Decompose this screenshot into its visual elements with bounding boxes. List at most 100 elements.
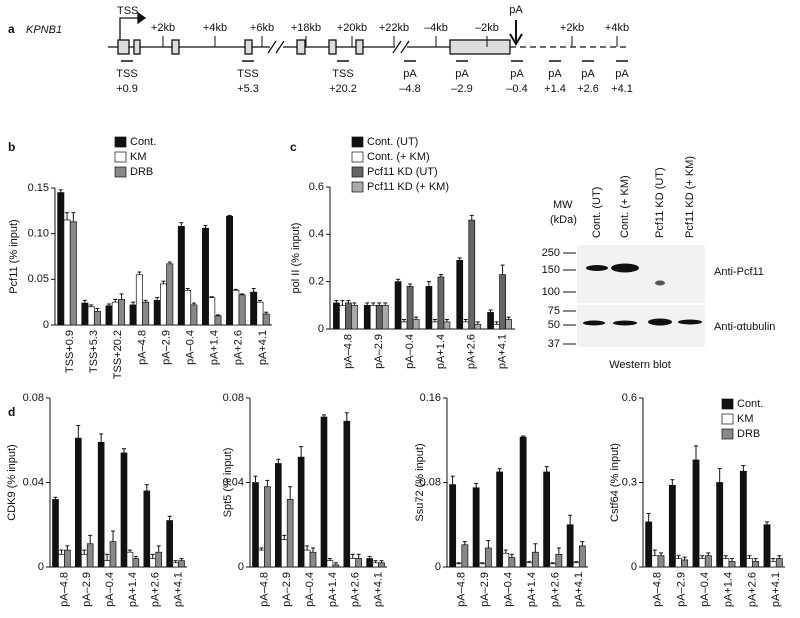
bar [468,219,476,330]
mw-marker: 37 [548,338,560,350]
gene-diagram [108,11,628,55]
pa-label: pA [509,4,523,16]
bar [431,321,439,330]
x-tick-label: pA+4.1 [257,330,269,365]
legend-swatch [351,181,364,193]
antibody-label: Anti-Pcf11 [714,266,764,278]
y-tick-label: 0 [631,561,637,573]
bar [657,555,665,568]
bar [572,562,580,568]
bar [63,219,71,326]
bar [531,551,539,568]
bar [333,302,340,330]
y-tick-label: 0 [43,319,49,331]
bar [86,543,94,568]
x-tick-label: pA+4.1 [372,572,384,607]
bar [184,289,192,326]
x-tick-label: pA–0.4 [185,330,197,365]
bar [126,551,134,568]
bar [97,442,105,568]
bar [487,312,494,330]
legend-label: Cont. (+ KM) [367,151,430,163]
primer-name: pA [615,68,629,80]
bar [775,558,783,568]
x-tick-label: pA+2.6 [466,334,478,369]
bar [400,321,408,330]
bar [704,555,712,568]
primer-name: pA [455,68,469,80]
y-tick-label: 0.04 [223,476,244,488]
bar [326,560,334,568]
bar [109,541,117,568]
bar [309,551,317,568]
bar [64,549,71,568]
bar [505,319,512,330]
legend-swatch [114,151,127,163]
bar [208,297,216,326]
x-tick-label: pA+1.4 [127,572,139,607]
blot-bands [583,263,702,326]
bar [349,558,357,568]
bar [462,321,470,330]
bar [381,304,389,330]
kda-label: (kDa) [550,214,577,226]
bar [752,561,760,568]
scale-label: +4kb [605,22,629,34]
bar [519,436,527,568]
x-tick-label: pA+1.4 [327,572,339,607]
panel-label: c [290,140,297,154]
x-tick-label: pA–2.9 [675,572,687,607]
legend-swatch [114,136,127,148]
bar [262,313,270,326]
bar [363,304,371,330]
bar [443,321,451,330]
legend-label: Cont. (UT) [367,136,418,148]
chart: 0 0.08 0.16 Ssu72 (% input) pA–4.8 pA–2.9 pA–0… [414,392,588,607]
bar [339,304,346,330]
y-tick-label: 0.10 [28,228,49,240]
bar [280,539,288,568]
chart: 0 0.2 0.4 0.6 pol II (% input) c pA–4.8 pA–2.9 p… [290,136,515,369]
x-tick-label: pA–0.4 [699,572,711,607]
scale-label: +2kb [151,22,175,34]
y-tick-label: 0.04 [23,476,44,488]
bar [149,558,157,568]
bar [132,558,140,568]
x-tick-label: pA+1.4 [209,330,221,365]
mw-marker: 100 [542,286,560,298]
bar [135,274,143,326]
scale-label: +22kb [379,22,409,34]
bar [258,549,265,568]
bar [155,551,163,568]
x-tick-label: TSS+20.2 [112,330,124,379]
bar [201,227,209,326]
primer-name: TSS [116,68,137,80]
legend-label: DRB [130,166,153,178]
y-tick-label: 0.6 [622,392,637,404]
bar [478,563,486,568]
bar [87,306,95,326]
legend-label: Pcf11 KD (+ KM) [367,181,449,193]
legend-swatch [721,428,734,440]
panel-label: d [8,405,15,419]
bar [111,301,119,326]
legend-label: DRB [737,428,760,440]
primer-position: +20.2 [329,83,357,95]
bar [226,215,234,326]
scale-label: +18kb [291,22,321,34]
primer-position: +0.9 [116,83,138,95]
bar [120,452,128,568]
bar [57,192,65,326]
y-tick-label: 0 [238,561,244,573]
bar [502,552,510,568]
x-tick-label: pA+4.1 [172,572,184,607]
bar [769,561,777,568]
bar [675,558,682,568]
bar [250,291,258,326]
x-tick-label: pA–4.8 [136,330,148,365]
bar [681,559,689,568]
blot-caption: Western blot [609,359,671,371]
mw-marker: 50 [548,319,560,331]
bar [252,482,259,568]
